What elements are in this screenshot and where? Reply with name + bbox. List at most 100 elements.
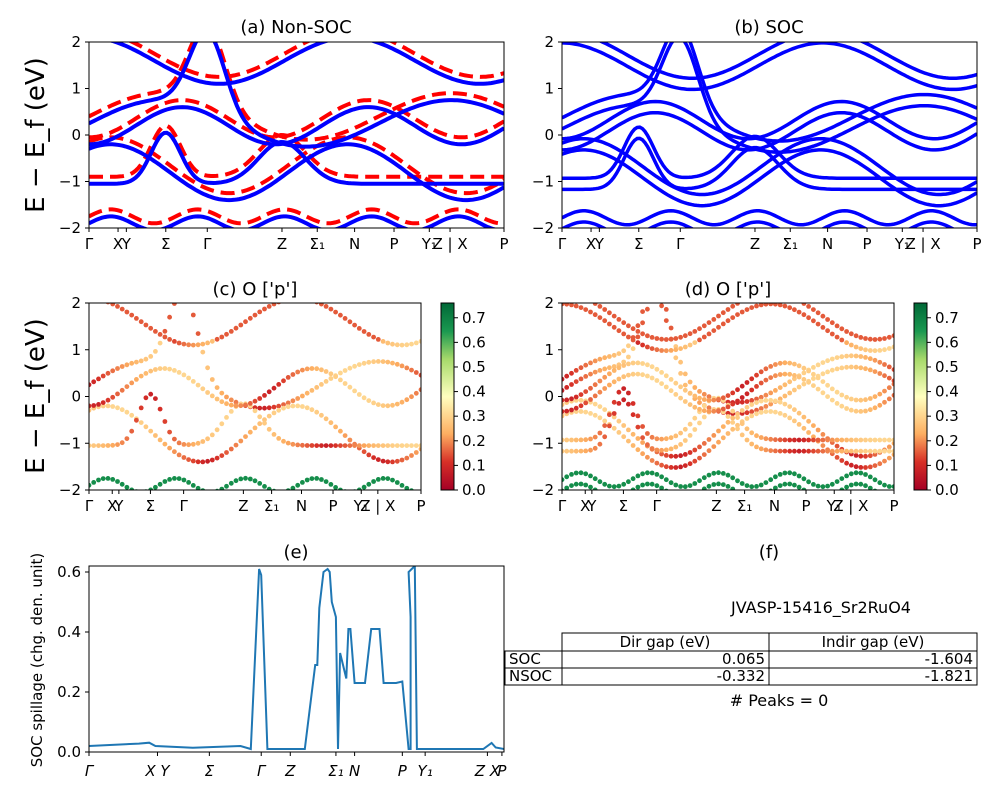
projected-point (711, 482, 717, 487)
projected-point (276, 407, 282, 413)
projected-point (375, 443, 381, 448)
projected-point (844, 406, 849, 411)
projected-point (602, 318, 608, 324)
projected-point (649, 346, 655, 351)
soc-band (562, 220, 956, 228)
projected-point (304, 443, 310, 448)
projected-point (692, 492, 697, 497)
projected-point (645, 296, 650, 301)
nonsoc-band (89, 123, 504, 179)
projected-point (844, 448, 849, 454)
projected-point (725, 484, 731, 489)
table-cell: 0.065 (722, 650, 765, 668)
projected-point (682, 426, 688, 432)
x-tick-label: Z | X (833, 497, 868, 515)
projected-point (281, 405, 286, 411)
projected-point (682, 371, 688, 377)
projected-point (380, 458, 386, 464)
projected-point (418, 338, 421, 344)
projected-point (134, 377, 139, 382)
projected-point (649, 446, 655, 451)
projected-point (645, 306, 650, 312)
projected-point (228, 409, 234, 414)
projected-point (792, 376, 797, 382)
projected-point (806, 430, 811, 435)
projected-point (858, 365, 864, 371)
projected-point (592, 393, 598, 399)
projected-point (569, 303, 574, 308)
projected-point (872, 448, 878, 454)
projected-point (247, 429, 253, 435)
y-tick-label: 0 (71, 388, 81, 406)
projected-point (801, 476, 807, 482)
projected-point (266, 426, 272, 432)
projected-point (701, 408, 707, 414)
projected-point (882, 437, 887, 443)
projected-point (640, 451, 645, 457)
projected-point (782, 393, 788, 399)
x-tick-label: N (769, 497, 780, 515)
projected-point (863, 437, 868, 443)
y-tick-label: 2 (71, 33, 81, 51)
projected-point (612, 496, 617, 501)
projected-point (238, 322, 244, 328)
projected-point (777, 437, 783, 443)
projected-point (820, 371, 826, 377)
projected-point (763, 480, 769, 485)
projected-point (659, 292, 664, 297)
projected-point (834, 355, 840, 360)
projected-point (124, 409, 130, 415)
projected-point (404, 443, 410, 448)
x-tick-label: Σ₁ (783, 235, 799, 253)
projected-point (801, 425, 807, 431)
projected-point (716, 439, 721, 445)
projected-point (110, 404, 116, 409)
projected-point (848, 396, 854, 402)
nonsoc-band (89, 98, 504, 140)
panel-e-spillage-line (89, 566, 504, 751)
projected-point (820, 443, 826, 448)
projected-point (573, 409, 579, 414)
projected-point (356, 443, 362, 448)
projected-point (867, 437, 873, 443)
projected-point (811, 423, 816, 428)
projected-point (659, 436, 664, 442)
projected-point (763, 409, 769, 414)
projected-point (616, 365, 622, 371)
projected-point (806, 437, 811, 443)
panel-a-ylabel: E − E_f (eV) (21, 57, 51, 213)
projected-point (562, 397, 565, 403)
projected-point (100, 373, 106, 379)
projected-point (583, 374, 589, 379)
projected-point (119, 440, 125, 446)
projected-point (562, 402, 565, 408)
projected-point (616, 401, 622, 406)
projected-point (129, 428, 135, 434)
projected-point (692, 481, 698, 486)
projected-point (323, 479, 329, 484)
projected-point (758, 398, 764, 404)
projected-point (820, 360, 826, 365)
projected-point (148, 391, 154, 397)
projected-point (200, 459, 206, 465)
colorbar-tick-label: 0.6 (935, 333, 959, 351)
projected-point (663, 318, 669, 323)
y-tick-label: 0.6 (57, 563, 81, 581)
projected-point (768, 409, 774, 414)
projected-point (314, 443, 320, 448)
projected-point (853, 481, 859, 487)
projected-point (820, 325, 826, 330)
projected-point (825, 369, 830, 375)
projected-point (749, 409, 755, 415)
projected-point (768, 436, 774, 442)
projected-point (578, 437, 584, 443)
projected-point (853, 344, 859, 350)
projected-point (314, 409, 320, 415)
projected-point (891, 392, 894, 398)
projected-point (333, 443, 338, 448)
projected-point (262, 484, 267, 489)
x-tick-label: P (889, 497, 898, 515)
projected-point (778, 291, 783, 296)
projected-point (811, 365, 816, 370)
projected-point (124, 309, 130, 315)
